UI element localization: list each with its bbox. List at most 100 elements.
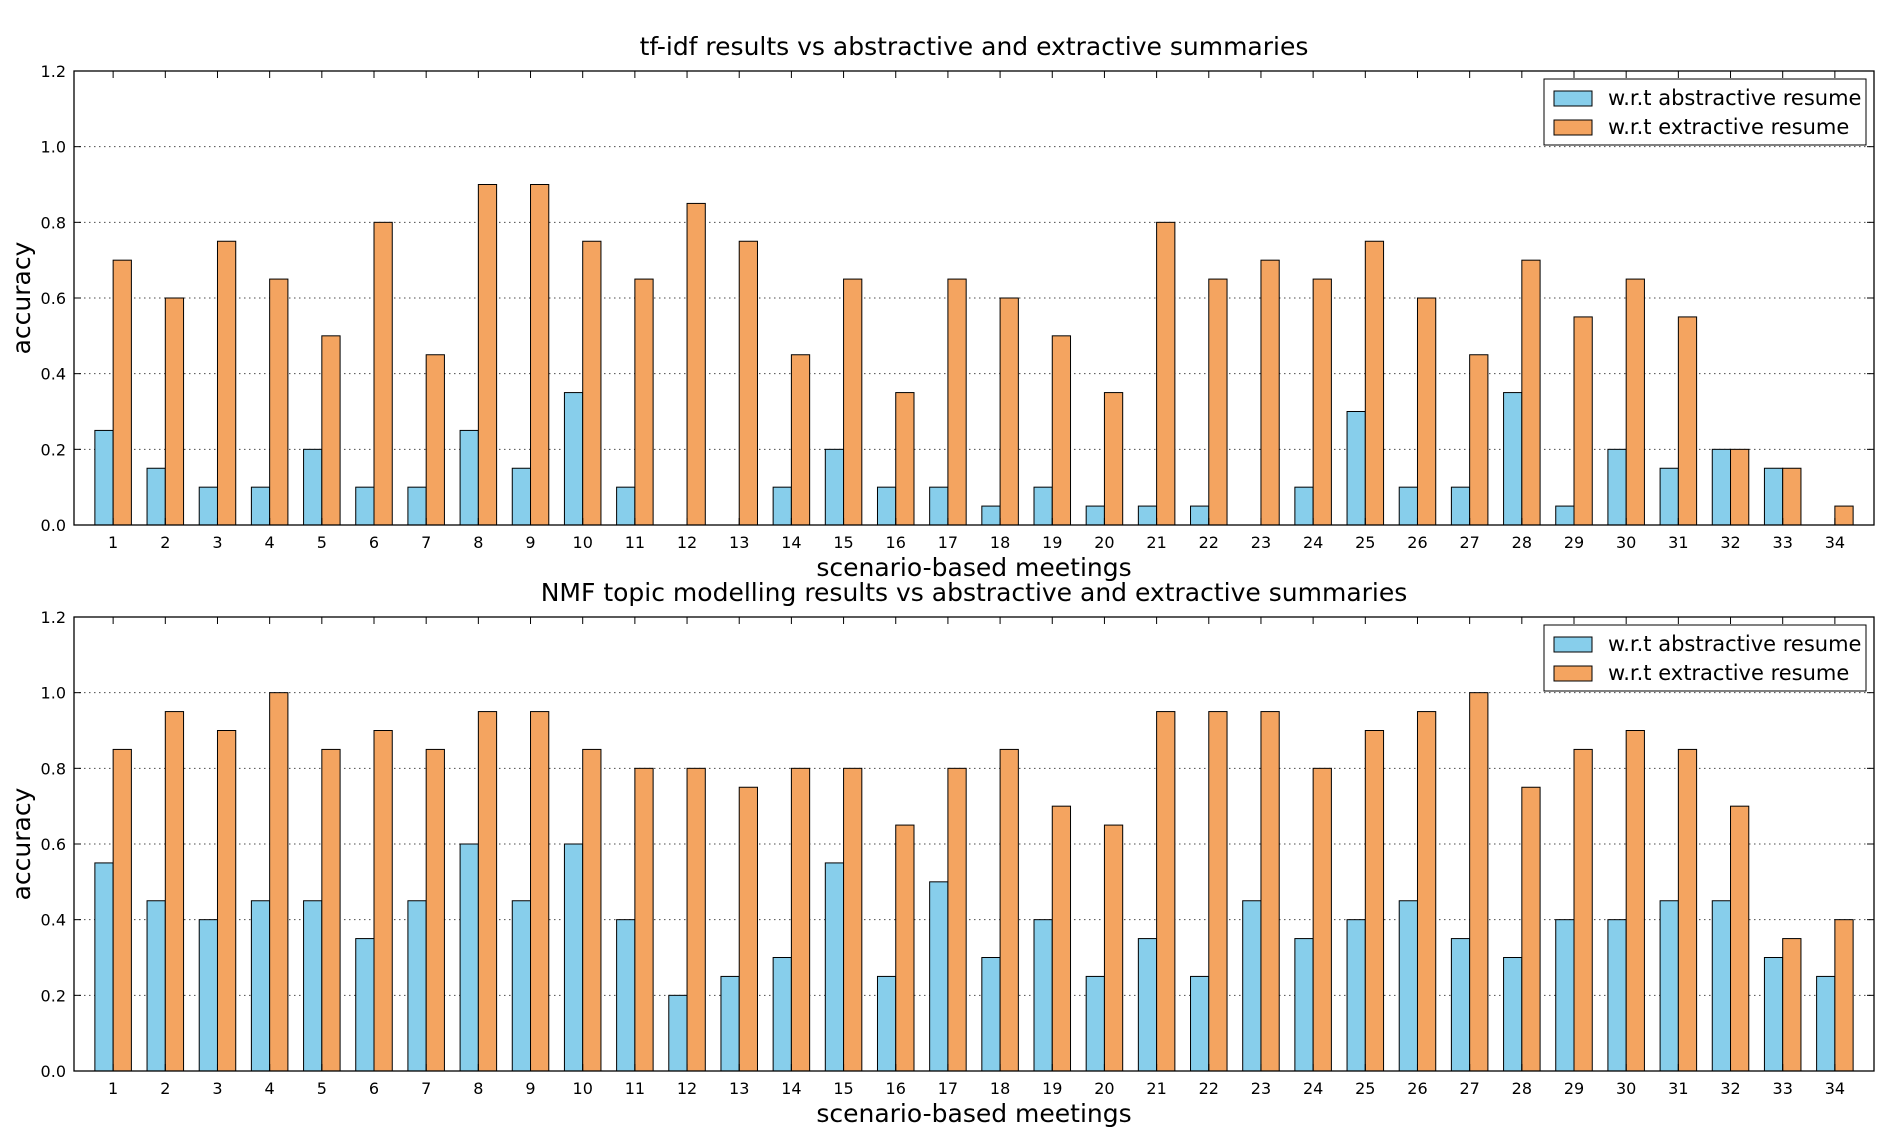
bar-6-abstractive <box>355 938 375 1072</box>
bar-5-extractive <box>321 748 341 1072</box>
bar-34-extractive <box>1834 919 1854 1072</box>
bar-4-abstractive <box>250 900 271 1072</box>
bar-17-extractive <box>947 278 967 526</box>
bar-12-extractive <box>686 202 706 526</box>
bar-9-extractive <box>530 184 550 526</box>
bar-7-extractive <box>425 354 445 526</box>
bar-14-extractive <box>790 767 811 1072</box>
y-axis-label: accuracy <box>7 241 36 354</box>
bar-14-extractive <box>790 354 811 526</box>
bar-32-extractive <box>1730 805 1750 1072</box>
bar-25-extractive <box>1364 730 1385 1072</box>
x-tick-label: 5 <box>317 533 327 552</box>
y-tick-label: 1.2 <box>41 608 66 627</box>
bar-11-abstractive <box>616 486 636 526</box>
bar-14-abstractive <box>772 957 792 1072</box>
bar-2-extractive <box>164 711 185 1072</box>
chart-panel-1: 0.00.20.40.60.81.01.21 2 3 4 5 6 7 8 9 10 11 12 13 14… <box>7 32 1875 582</box>
bar-26-abstractive <box>1398 900 1418 1072</box>
x-tick-label: 14 <box>781 533 801 552</box>
y-tick-label: 0.4 <box>41 911 66 930</box>
y-tick-label: 0.6 <box>41 289 66 308</box>
bar-2-abstractive <box>146 900 166 1072</box>
bar-24-extractive <box>1312 278 1332 526</box>
legend-box <box>1543 78 1867 146</box>
bar-8-extractive <box>477 711 498 1072</box>
bar-20-abstractive <box>1085 505 1105 526</box>
bar-13-extractive <box>738 240 758 526</box>
y-tick-label: 0.0 <box>41 516 66 535</box>
bar-4-abstractive <box>250 486 271 526</box>
legend: w.r.t abstractive resume w.r.t extractive… <box>1543 624 1867 692</box>
bar-3-extractive <box>216 730 237 1072</box>
bar-7-abstractive <box>407 486 427 526</box>
x-tick-label: 13 <box>729 533 749 552</box>
bar-17-abstractive <box>929 881 949 1072</box>
legend-box <box>1543 624 1867 692</box>
x-tick-label: 4 <box>265 1079 275 1098</box>
bar-8-abstractive <box>459 843 479 1072</box>
y-tick-label: 0.8 <box>41 759 66 778</box>
legend-swatch <box>1553 119 1593 136</box>
bar-1-abstractive <box>94 862 114 1072</box>
x-tick-label: 16 <box>886 533 906 552</box>
legend-label: w.r.t abstractive resume <box>1608 86 1861 110</box>
bar-28-extractive <box>1521 259 1541 526</box>
bar-23-abstractive <box>1242 900 1262 1072</box>
bar-16-extractive <box>895 392 915 526</box>
bar-28-extractive <box>1521 786 1541 1072</box>
bar-16-abstractive <box>876 975 897 1072</box>
y-tick-label: 1.0 <box>41 138 66 157</box>
bar-32-abstractive <box>1711 900 1732 1072</box>
chart-title: NMF topic modelling results vs abstracti… <box>541 578 1408 607</box>
x-tick-label: 32 <box>1720 1079 1740 1098</box>
bar-9-abstractive <box>511 900 532 1072</box>
bar-8-extractive <box>477 184 498 526</box>
x-tick-label: 11 <box>625 1079 645 1098</box>
x-tick-label: 12 <box>677 533 697 552</box>
bar-19-extractive <box>1051 335 1072 526</box>
x-tick-label: 17 <box>938 533 958 552</box>
bar-6-abstractive <box>355 486 375 526</box>
bar-28-abstractive <box>1503 392 1523 526</box>
bar-3-extractive <box>216 240 237 526</box>
bar-14-abstractive <box>772 486 792 526</box>
bar-25-abstractive <box>1346 919 1366 1072</box>
x-tick-label: 25 <box>1355 533 1375 552</box>
x-tick-label: 2 <box>160 1079 170 1098</box>
x-tick-label: 1 <box>108 533 118 552</box>
bar-11-extractive <box>634 767 654 1072</box>
x-tick-label: 31 <box>1668 533 1688 552</box>
bar-4-extractive <box>269 278 289 526</box>
bar-21-abstractive <box>1137 505 1158 526</box>
legend: w.r.t abstractive resume w.r.t extractive… <box>1543 78 1867 146</box>
x-tick-label: 15 <box>833 533 853 552</box>
bar-9-abstractive <box>511 467 532 526</box>
bar-17-extractive <box>947 767 967 1072</box>
x-tick-label: 22 <box>1199 533 1219 552</box>
y-tick-label: 0.8 <box>41 213 66 232</box>
bar-31-abstractive <box>1659 900 1679 1072</box>
x-tick-label: 1 <box>108 1079 118 1098</box>
x-tick-label: 34 <box>1825 533 1845 552</box>
bar-7-extractive <box>425 748 445 1072</box>
bar-1-extractive <box>112 259 132 526</box>
x-tick-label: 19 <box>1042 533 1062 552</box>
bar-6-extractive <box>373 730 393 1072</box>
bar-23-extractive <box>1260 711 1280 1072</box>
x-tick-label: 5 <box>317 1079 327 1098</box>
bar-1-abstractive <box>94 429 114 526</box>
x-tick-label: 8 <box>473 1079 483 1098</box>
x-tick-label: 29 <box>1564 1079 1584 1098</box>
bar-20-extractive <box>1103 392 1124 526</box>
bar-11-extractive <box>634 278 654 526</box>
x-tick-label: 13 <box>729 1079 749 1098</box>
x-tick-label: 6 <box>369 533 379 552</box>
bar-27-extractive <box>1469 354 1489 526</box>
bar-13-extractive <box>738 786 758 1072</box>
x-tick-label: 31 <box>1668 1079 1688 1098</box>
y-tick-label: 1.0 <box>41 684 66 703</box>
bar-30-abstractive <box>1607 919 1627 1072</box>
bar-29-extractive <box>1573 316 1593 526</box>
x-tick-label: 30 <box>1616 533 1636 552</box>
